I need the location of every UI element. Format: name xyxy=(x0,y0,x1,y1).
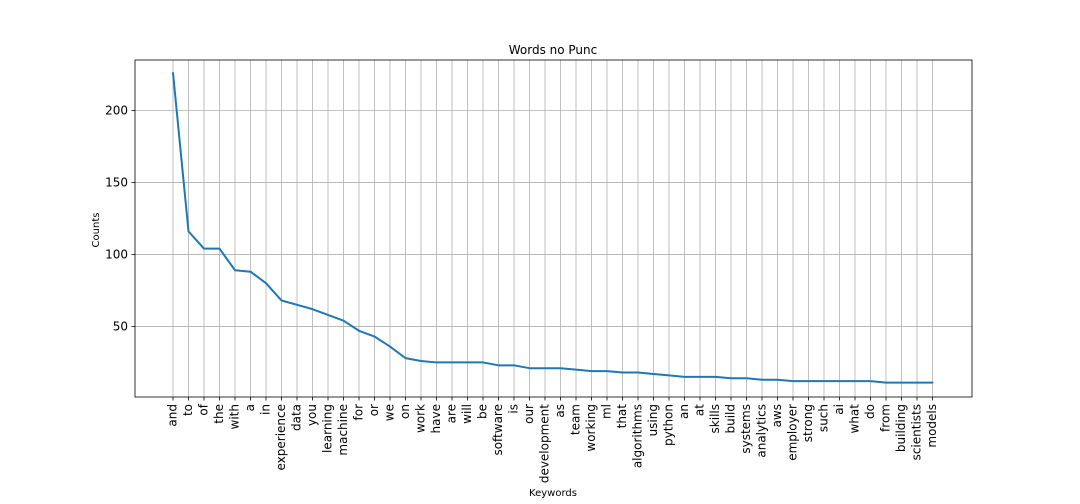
x-tick-label: such xyxy=(817,404,831,432)
x-tick-label: with xyxy=(228,404,242,429)
x-tick-label: models xyxy=(925,404,939,448)
x-tick-label: working xyxy=(584,404,598,452)
x-tick-label: we xyxy=(383,404,397,421)
x-tick-label: data xyxy=(290,404,304,431)
x-tick-label: be xyxy=(476,404,490,419)
x-tick-label: build xyxy=(724,404,738,434)
x-tick-label: software xyxy=(491,404,505,456)
x-tick-label: python xyxy=(662,404,676,446)
x-tick-label: analytics xyxy=(755,404,769,458)
x-tick-label: a xyxy=(243,404,257,411)
x-tick-label: what xyxy=(848,404,862,434)
chart-title: Words no Punc xyxy=(509,43,598,57)
x-tick-label: experience xyxy=(274,404,288,471)
x-tick-label: employer xyxy=(786,404,800,461)
x-tick-label: team xyxy=(569,404,583,435)
x-tick-label: systems xyxy=(739,404,753,454)
x-tick-label: aws xyxy=(770,404,784,427)
x-tick-label: the xyxy=(212,404,226,424)
plot-frame xyxy=(134,59,973,398)
grid-lines xyxy=(135,60,972,397)
x-tick-label: to xyxy=(181,404,195,416)
x-tick-label: you xyxy=(305,404,319,426)
x-tick-label: machine xyxy=(336,404,350,456)
y-tick-label: 150 xyxy=(105,175,128,189)
x-tick-label: as xyxy=(553,404,567,418)
y-axis-label: Counts xyxy=(91,213,102,248)
y-tick-label: 100 xyxy=(105,247,128,261)
x-tick-label: for xyxy=(352,404,366,421)
x-tick-label: and xyxy=(166,404,180,427)
x-tick-label: of xyxy=(197,403,211,415)
x-tick-label: have xyxy=(429,404,443,433)
x-tick-label: are xyxy=(445,404,459,423)
x-tick-label: work xyxy=(414,404,428,433)
x-tick-label: in xyxy=(259,404,273,415)
x-tick-label: our xyxy=(522,404,536,424)
x-tick-label: at xyxy=(693,404,707,416)
x-tick-label: will xyxy=(460,404,474,424)
x-tick-label: an xyxy=(677,404,691,419)
x-axis-ticks: and to of the with a in experience data you learni… xyxy=(166,397,939,483)
x-tick-label: or xyxy=(367,404,381,416)
x-tick-label: that xyxy=(615,404,629,429)
y-tick-label: 200 xyxy=(105,103,128,117)
x-tick-label: algorithms xyxy=(631,404,645,468)
x-tick-label: using xyxy=(646,404,660,436)
x-tick-label: ai xyxy=(832,404,846,415)
y-axis-ticks: 50 100 150 200 xyxy=(105,103,135,333)
x-tick-label: learning xyxy=(321,404,335,453)
series-line xyxy=(172,71,934,384)
x-tick-label: building xyxy=(894,404,908,452)
y-tick-label: 50 xyxy=(113,319,128,333)
x-tick-label: do xyxy=(863,404,877,419)
x-tick-label: development xyxy=(538,404,552,483)
x-tick-label: strong xyxy=(801,404,815,442)
x-tick-label: scientists xyxy=(910,404,924,460)
x-axis-label: Keywords xyxy=(529,488,577,499)
x-tick-label: ml xyxy=(600,404,614,419)
x-tick-label: is xyxy=(507,404,521,414)
x-tick-label: on xyxy=(398,404,412,419)
x-tick-label: from xyxy=(879,404,893,432)
x-tick-label: skills xyxy=(708,404,722,433)
